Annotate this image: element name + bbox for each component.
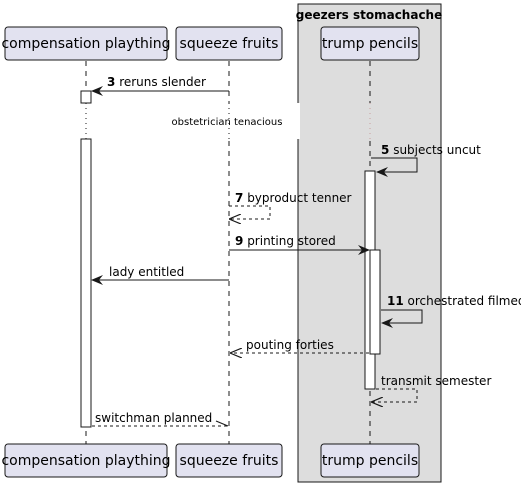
message-lady-entitled: lady entitled	[91, 265, 229, 285]
svg-text:9 printing stored: 9 printing stored	[235, 234, 336, 248]
participant-squeeze-fruits-top: squeeze fruits	[175, 26, 283, 61]
svg-text:compensation plaything: compensation plaything	[1, 453, 170, 469]
message-11: 11 orchestrated filmed	[381, 294, 521, 328]
svg-text:compensation plaything: compensation plaything	[1, 36, 170, 52]
svg-text:lady entitled: lady entitled	[109, 265, 184, 279]
message-3: 3 reruns slender	[91, 75, 229, 96]
activation-a-1	[80, 90, 92, 104]
participant-trump-pencils-top: trump pencils	[320, 26, 420, 61]
participant-compensation-plaything-bottom: compensation plaything	[1, 443, 171, 478]
message-pouting-forties: pouting forties	[231, 338, 369, 353]
activation-a-2	[80, 138, 92, 428]
svg-text:trump pencils: trump pencils	[322, 36, 418, 52]
message-7: 7 byproduct tenner	[229, 191, 352, 219]
svg-text:switchman planned: switchman planned	[95, 411, 212, 425]
participant-squeeze-fruits-bottom: squeeze fruits	[175, 443, 283, 478]
message-9: 9 printing stored	[229, 234, 370, 255]
svg-text:3 reruns slender: 3 reruns slender	[107, 75, 206, 89]
group-title: geezers stomachache	[296, 8, 443, 22]
message-transmit-semester: transmit semester	[372, 374, 491, 402]
svg-text:7 byproduct tenner: 7 byproduct tenner	[235, 191, 352, 205]
activation-c-2	[369, 249, 381, 355]
participant-compensation-plaything-top: compensation plaything	[1, 26, 171, 61]
svg-text:11 orchestrated filmed: 11 orchestrated filmed	[387, 294, 521, 308]
svg-text:transmit semester: transmit semester	[381, 374, 491, 388]
message-5: 5 subjects uncut	[371, 143, 481, 177]
svg-text:pouting forties: pouting forties	[246, 338, 334, 352]
svg-text:trump pencils: trump pencils	[322, 453, 418, 469]
svg-text:5 subjects uncut: 5 subjects uncut	[381, 143, 481, 157]
svg-text:squeeze fruits: squeeze fruits	[180, 36, 279, 52]
divider-label: obstetrician tenacious	[172, 117, 283, 128]
svg-text:squeeze fruits: squeeze fruits	[180, 453, 279, 469]
participant-trump-pencils-bottom: trump pencils	[320, 443, 420, 478]
message-switchman-planned: switchman planned	[92, 411, 229, 427]
